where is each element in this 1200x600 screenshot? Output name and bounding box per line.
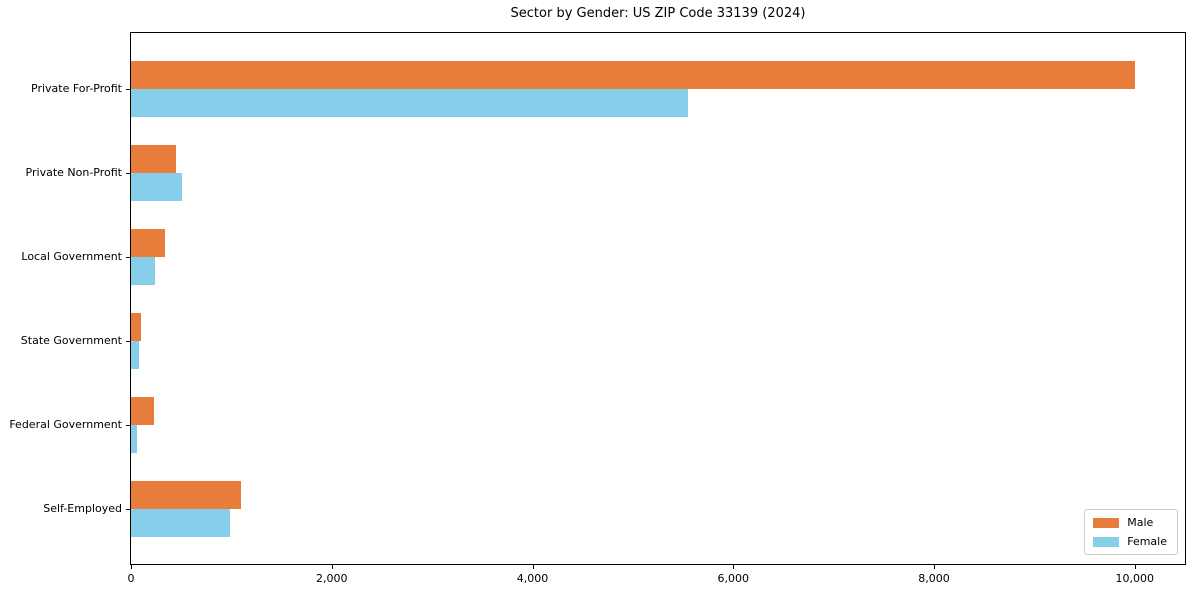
x-tick-mark	[934, 565, 936, 569]
y-tick-mark	[126, 341, 130, 342]
x-tick-label: 8,000	[918, 572, 950, 585]
bar-male-2	[131, 229, 166, 257]
plot-area: Male Female	[130, 32, 1186, 565]
x-tick-mark	[331, 565, 333, 569]
x-tick-label: 6,000	[717, 572, 750, 585]
y-tick-label: Local Government	[21, 250, 122, 263]
y-tick-mark	[126, 257, 130, 258]
x-tick-label: 4,000	[516, 572, 549, 585]
x-tick-mark	[733, 565, 735, 569]
legend-swatch-female	[1093, 536, 1120, 547]
y-tick-mark	[126, 425, 130, 426]
x-tick-mark	[1134, 565, 1136, 569]
x-tick-label: 10,000	[1115, 572, 1155, 585]
bar-male-5	[131, 481, 242, 509]
bar-male-0	[131, 61, 1135, 89]
x-tick-label: 0	[127, 572, 135, 585]
y-tick-label: Self-Employed	[43, 502, 122, 515]
bar-female-3	[131, 341, 140, 369]
bar-female-0	[131, 89, 689, 117]
x-tick-mark	[532, 565, 534, 569]
bar-male-3	[131, 313, 142, 341]
y-tick-mark	[126, 173, 130, 174]
bar-male-1	[131, 145, 177, 173]
legend-entry-female: Female	[1093, 535, 1167, 548]
bar-female-2	[131, 257, 155, 285]
legend-swatch-male	[1093, 517, 1120, 528]
chart-title: Sector by Gender: US ZIP Code 33139 (202…	[510, 6, 806, 21]
y-tick-label: Federal Government	[9, 418, 122, 431]
y-tick-label: Private Non-Profit	[25, 166, 122, 179]
legend-label: Male	[1127, 516, 1154, 529]
y-tick-mark	[126, 509, 130, 510]
y-tick-mark	[126, 89, 130, 90]
bar-female-4	[131, 425, 138, 453]
x-tick-mark	[131, 565, 132, 569]
x-tick-label: 2,000	[316, 572, 348, 585]
bar-female-1	[131, 173, 183, 201]
y-tick-label: State Government	[20, 334, 122, 347]
y-tick-label: Private For-Profit	[31, 82, 122, 95]
bar-male-4	[131, 397, 154, 425]
bar-female-5	[131, 509, 231, 537]
legend: Male Female	[1084, 509, 1178, 555]
legend-entry-male: Male	[1093, 516, 1167, 529]
legend-label: Female	[1127, 535, 1167, 548]
